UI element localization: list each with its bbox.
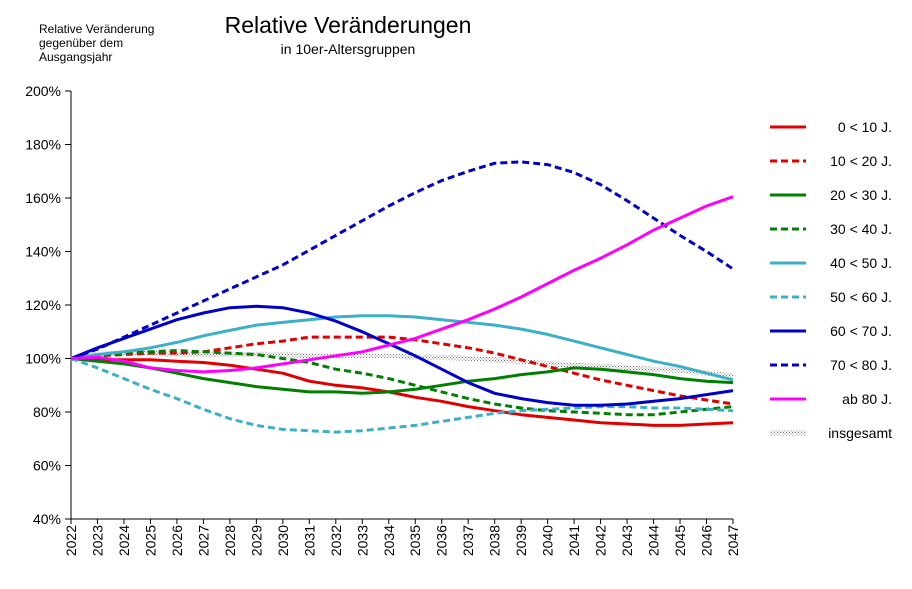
- legend: 0 < 10 J. 10 < 20 J. 20 < 30 J. 30 < 40 J. 4…: [770, 119, 892, 441]
- legend-label-5: 50 < 60 J.: [830, 289, 892, 305]
- y-tick-label: 80%: [33, 404, 61, 420]
- y-tick-label: 200%: [25, 83, 61, 99]
- series-line-2: [70, 357, 734, 395]
- legend-label-6: 60 < 70 J.: [830, 323, 892, 339]
- series-line-7: [70, 160, 734, 360]
- x-tick-label: 2033: [354, 525, 370, 556]
- y-tick-label: 140%: [25, 244, 61, 260]
- x-tick-label: 2025: [142, 525, 158, 556]
- series-line-1: [70, 335, 734, 406]
- legend-label-0: 0 < 10 J.: [838, 119, 892, 135]
- x-tick-label: 2030: [275, 525, 291, 556]
- legend-label-4: 40 < 50 J.: [830, 255, 892, 271]
- series-line-9: [70, 350, 734, 379]
- x-tick-label: 2023: [89, 525, 105, 556]
- chart-title: Relative Veränderungen: [224, 12, 472, 38]
- y-tick-label: 60%: [33, 458, 61, 474]
- y-tick-label: 40%: [33, 511, 61, 527]
- x-tick-label: 2042: [593, 525, 609, 556]
- x-tick-label: 2024: [116, 525, 132, 556]
- legend-label-3: 30 < 40 J.: [830, 221, 892, 237]
- series-line-8: [70, 195, 734, 374]
- y-axis-label: Relative Veränderung gegenüber dem Ausga…: [39, 22, 155, 64]
- x-tick-label: 2026: [169, 525, 185, 556]
- x-tick-label: 2028: [222, 525, 238, 556]
- y-tick-label: 100%: [25, 351, 61, 367]
- series-line-6: [70, 304, 734, 407]
- x-tick-label: 2031: [301, 525, 317, 556]
- y-tick-label: 180%: [25, 137, 61, 153]
- x-tick-label: 2041: [566, 525, 582, 556]
- series-line-0: [70, 357, 734, 427]
- chart-subtitle: in 10er-Altersgruppen: [280, 41, 416, 57]
- legend-label-7: 70 < 80 J.: [830, 357, 892, 373]
- y-tick-label: 120%: [25, 297, 61, 313]
- legend-label-1: 10 < 20 J.: [830, 153, 892, 169]
- x-tick-label: 2034: [381, 525, 397, 556]
- y-tick-label: 160%: [25, 190, 61, 206]
- series-line-5: [70, 357, 734, 434]
- x-tick-label: 2039: [513, 525, 529, 556]
- x-tick-label: 2047: [725, 525, 741, 556]
- x-tick-label: 2040: [540, 525, 556, 556]
- x-tick-label: 2032: [328, 525, 344, 556]
- series-line-3: [70, 349, 734, 417]
- x-tick-label: 2038: [487, 525, 503, 556]
- series-line-4: [70, 314, 734, 382]
- x-tick-label: 2022: [63, 525, 79, 556]
- x-tick-label: 2027: [195, 525, 211, 556]
- x-tick-label: 2045: [672, 525, 688, 556]
- x-tick-label: 2046: [699, 525, 715, 556]
- legend-label-2: 20 < 30 J.: [830, 187, 892, 203]
- x-tick-label: 2029: [248, 525, 264, 556]
- x-tick-label: 2035: [407, 525, 423, 556]
- x-tick-label: 2044: [646, 525, 662, 556]
- legend-label-9: insgesamt: [828, 425, 892, 441]
- x-tick-label: 2036: [434, 525, 450, 556]
- axes: 40% 60% 80% 100% 120% 140% 160% 180% 200% 2022 202…: [25, 83, 741, 556]
- x-tick-label: 2037: [460, 525, 476, 556]
- x-tick-label: 2043: [619, 525, 635, 556]
- series-layer: [70, 160, 734, 434]
- legend-label-8: ab 80 J.: [842, 391, 892, 407]
